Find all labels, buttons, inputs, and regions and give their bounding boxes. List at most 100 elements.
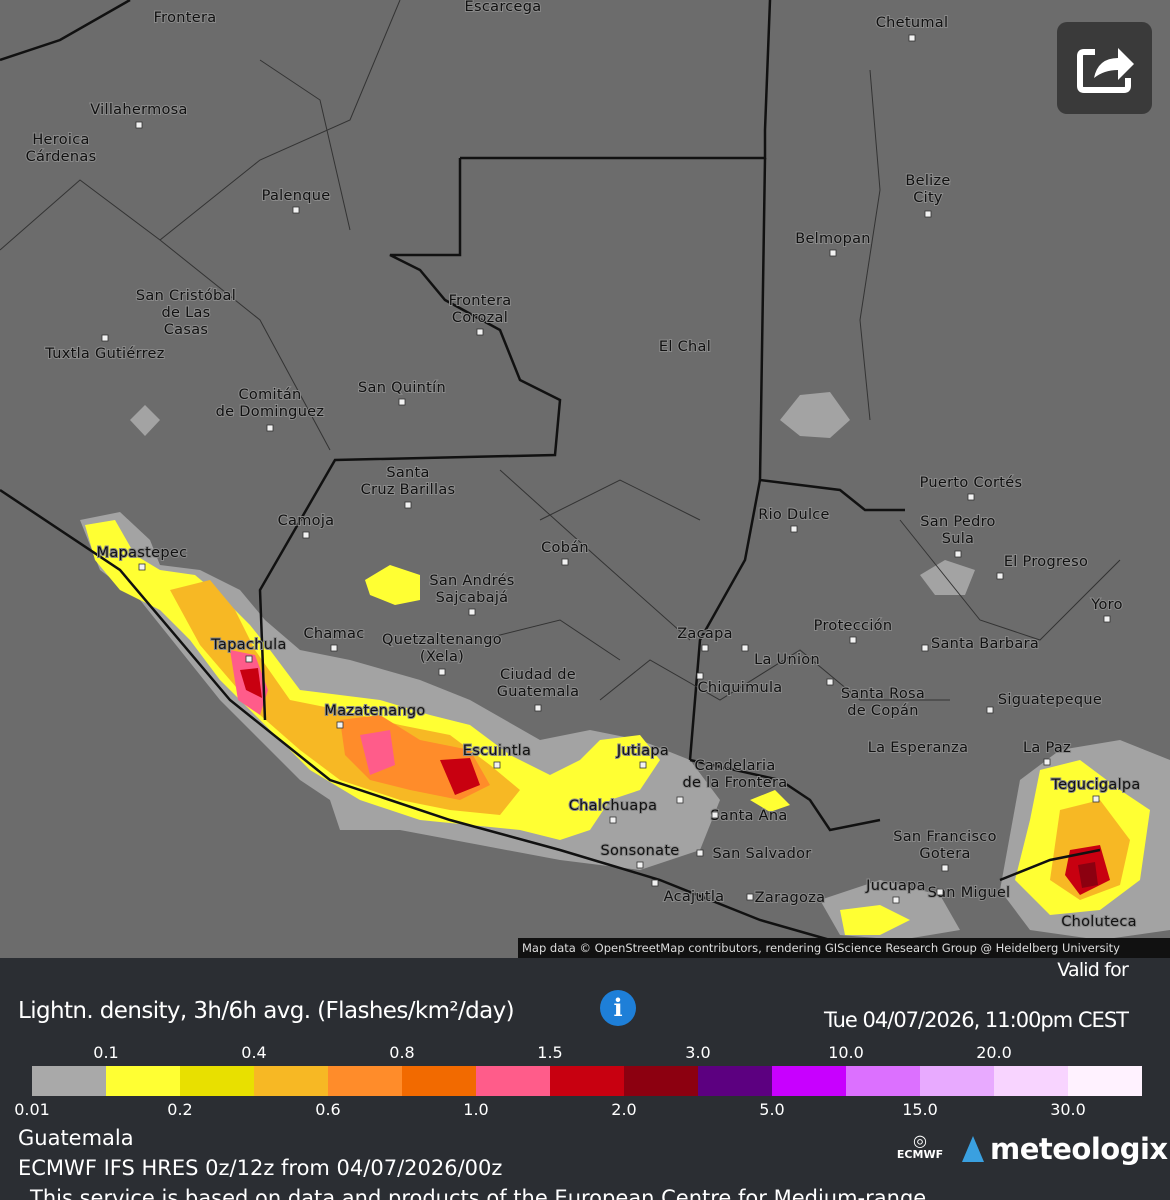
place-dot [534, 704, 542, 712]
color-cell [254, 1066, 328, 1096]
color-scale: 0.01 0.1 0.2 0.4 0.6 0.8 1.0 1.5 2.0 3.0 5.0 10.0 15… [14, 1043, 1142, 1115]
place-label: San Andrés [429, 573, 514, 589]
place-label: Tapachula [210, 637, 286, 653]
legend-panel: Lightn. density, 3h/6h avg. (Flashes/km²… [0, 958, 1170, 1200]
place-dot [921, 644, 929, 652]
place-label: Sajcabajá [436, 590, 509, 606]
place-dot [696, 849, 704, 857]
place-dot [404, 501, 412, 509]
place-label: Belmopan [795, 231, 871, 247]
color-cell [698, 1066, 772, 1096]
color-cell [476, 1066, 550, 1096]
place-label: Choluteca [1061, 914, 1137, 930]
place-label: Rio Dulce [758, 507, 830, 523]
place-dot [101, 334, 109, 342]
place-label: Corozal [452, 310, 508, 326]
place-dot [493, 761, 501, 769]
place-dot [1043, 758, 1051, 766]
place-dot [639, 761, 647, 769]
color-cell [994, 1066, 1068, 1096]
place-label: Ciudad de [500, 667, 576, 683]
scale-tick-label: 5.0 [759, 1100, 784, 1115]
place-label: Chetumal [876, 15, 949, 31]
place-label: Mazatenango [324, 703, 425, 719]
color-cell [402, 1066, 476, 1096]
place-label: de la Frontera [683, 775, 788, 791]
place-label: (Xela) [420, 649, 464, 665]
ecmwf-mark: ◎ [913, 1131, 927, 1150]
place-label: Quetzaltenango [382, 632, 502, 648]
place-label: Santa Ana [710, 808, 787, 824]
share-button[interactable] [1057, 22, 1152, 114]
scale-tick-label: 0.4 [241, 1043, 266, 1062]
place-label: El Progreso [1004, 554, 1088, 570]
place-dot [954, 550, 962, 558]
place-label: La Esperanza [868, 740, 969, 756]
place-label: Escarcega [465, 0, 542, 15]
place-dot [438, 668, 446, 676]
color-cell [550, 1066, 624, 1096]
place-dot [336, 721, 344, 729]
place-label: La Paz [1023, 740, 1071, 756]
place-label: Frontera [449, 293, 512, 309]
scale-tick-label: 2.0 [611, 1100, 636, 1115]
place-dot [996, 572, 1004, 580]
color-cell [772, 1066, 846, 1096]
place-label: Comitán [238, 387, 301, 403]
place-label: de Dominguez [216, 404, 325, 420]
place-dot [696, 672, 704, 680]
place-label: Zacapa [677, 626, 733, 642]
place-label: Jucuapa [865, 878, 926, 894]
place-label: Guatemala [497, 684, 580, 700]
brand-icon [962, 1136, 984, 1162]
place-label: San Francisco [893, 829, 997, 845]
color-cell [624, 1066, 698, 1096]
place-label: Camoja [278, 513, 335, 529]
place-label: Palenque [262, 188, 331, 204]
place-label: Chiquimula [698, 680, 783, 696]
place-label: Santa Barbara [931, 636, 1039, 652]
place-label: Protección [814, 618, 893, 634]
info-button[interactable]: i [600, 990, 636, 1026]
place-label: Acajutla [664, 889, 725, 905]
scale-tick-label: 0.2 [167, 1100, 192, 1115]
share-icon [1077, 49, 1131, 93]
place-label: Casas [164, 322, 209, 338]
place-dot [701, 644, 709, 652]
place-dot [609, 816, 617, 824]
place-label: Candelaria [694, 758, 775, 774]
place-dot [986, 706, 994, 714]
model-run: ECMWF IFS HRES 0z/12z from 04/07/2026/00… [18, 1156, 503, 1180]
place-label: Sula [942, 531, 975, 547]
place-dot [892, 896, 900, 904]
place-label: La Union [754, 652, 820, 668]
place-dot [936, 888, 944, 896]
place-label: Tuxtla Gutiérrez [44, 346, 164, 362]
scale-tick-label: 10.0 [828, 1043, 864, 1062]
place-label: Siguatepeque [998, 692, 1102, 708]
attribution-bar [518, 938, 1170, 958]
color-cell [180, 1066, 254, 1096]
place-dot [292, 206, 300, 214]
place-dot [135, 121, 143, 129]
admin-borders [0, 0, 1121, 701]
place-label: El Chal [659, 339, 711, 355]
place-label: Escuintla [463, 743, 531, 759]
place-label: San Quintín [358, 380, 446, 396]
place-dot [941, 864, 949, 872]
place-dot [1092, 795, 1100, 803]
place-label: Chalchuapa [569, 798, 658, 814]
place-dot [967, 493, 975, 501]
place-dot [468, 608, 476, 616]
legend-title: Lightn. density, 3h/6h avg. (Flashes/km²… [18, 998, 515, 1024]
ecmwf-text: ECMWF [896, 1148, 944, 1161]
place-label: Cobán [541, 540, 589, 556]
share-arrow [1094, 48, 1134, 80]
country-borders [0, 0, 1101, 942]
place-dot [908, 34, 916, 42]
place-dot [398, 398, 406, 406]
place-label: San Miguel [928, 885, 1011, 901]
place-label: Yoro [1090, 597, 1123, 613]
place-dot [302, 531, 310, 539]
